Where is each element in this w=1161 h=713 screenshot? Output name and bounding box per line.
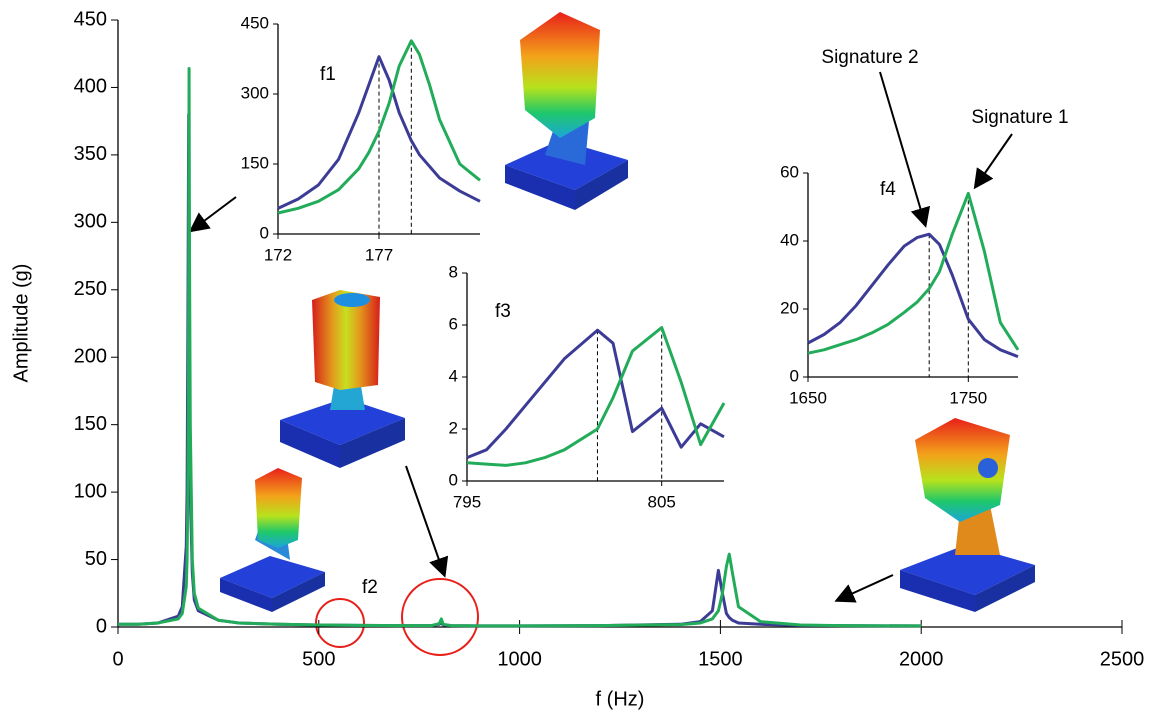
series-line [118, 112, 922, 628]
x-tick-label: 2000 [899, 648, 944, 670]
x-tick-label: 500 [302, 648, 335, 670]
y-tick-label: 250 [74, 278, 107, 300]
y-tick-label: 0 [790, 366, 799, 385]
x-tick-label: 1650 [789, 388, 827, 407]
x-axis-label: f (Hz) [596, 688, 645, 710]
y-tick-label: 60 [780, 162, 799, 181]
series-line [118, 67, 922, 628]
x-tick-label: 1000 [497, 648, 542, 670]
x-tick-label: 795 [453, 492, 481, 511]
y-tick-label: 8 [449, 262, 458, 281]
x-tick-label: 0 [112, 648, 123, 670]
y-tick-label: 2 [449, 418, 458, 437]
y-axis-label: Amplitude (g) [10, 264, 32, 383]
annotation: Signature 1 [971, 107, 1068, 128]
y-tick-label: 300 [74, 211, 107, 233]
y-tick-label: 450 [74, 8, 107, 30]
x-tick-label: 172 [264, 245, 292, 264]
annotation: f2 [362, 577, 378, 598]
x-tick-label: 177 [365, 245, 393, 264]
y-tick-label: 20 [780, 298, 799, 317]
y-tick-label: 6 [449, 314, 458, 333]
y-tick-label: 100 [74, 480, 107, 502]
annotation: f4 [880, 179, 896, 200]
series-line [807, 191, 1020, 355]
x-tick-label: 1750 [949, 388, 987, 407]
callouts [188, 71, 1013, 656]
series-line [807, 232, 1019, 358]
x-tick-label: 2500 [1100, 648, 1145, 670]
y-tick-label: 50 [85, 548, 107, 570]
x-tick-label: 1500 [698, 648, 743, 670]
y-tick-label: 150 [241, 153, 269, 172]
y-tick-label: 350 [74, 143, 107, 165]
x-tick-label: 805 [648, 492, 676, 511]
annotation: f3 [495, 301, 511, 322]
series-line [466, 326, 726, 467]
y-tick-label: 400 [74, 76, 107, 98]
series-line [466, 328, 725, 459]
y-tick-label: 150 [74, 413, 107, 435]
annotation: Signature 2 [821, 47, 918, 68]
y-tick-label: 450 [241, 13, 269, 32]
fem-images [220, 12, 1035, 612]
y-tick-label: 0 [96, 615, 107, 637]
y-tick-label: 0 [449, 470, 458, 489]
y-tick-label: 4 [449, 366, 458, 385]
series-line [277, 55, 481, 210]
y-tick-label: 200 [74, 346, 107, 368]
y-tick-label: 0 [260, 223, 269, 242]
y-tick-label: 40 [780, 230, 799, 249]
series-line [277, 39, 481, 215]
annotation: f1 [320, 64, 336, 85]
y-tick-label: 300 [241, 83, 269, 102]
